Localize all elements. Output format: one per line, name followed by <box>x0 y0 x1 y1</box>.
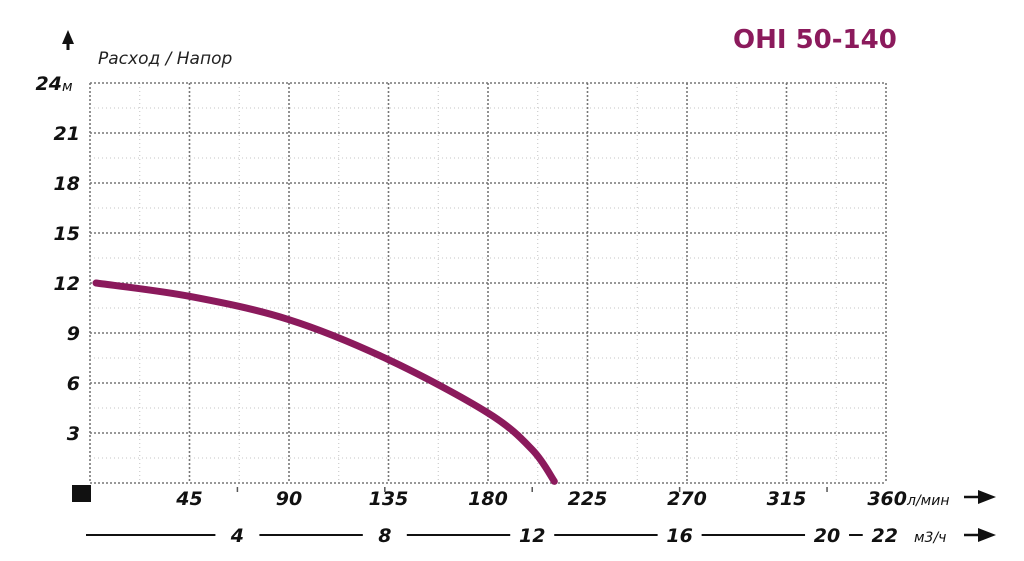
x-tick-label: 90 <box>276 488 302 510</box>
x-unit-label: л/мин <box>906 493 949 509</box>
x2-tick-label: 22 <box>872 525 898 547</box>
y-unit-label: м <box>62 79 73 95</box>
y-tick-label: 21 <box>54 123 80 145</box>
x2-tick-label: 16 <box>666 525 692 547</box>
pump-performance-curve <box>92 279 558 485</box>
x-tick-label: 135 <box>369 488 409 510</box>
x-tick-label: 270 <box>667 488 707 510</box>
y-tick-label: 3 <box>67 423 80 445</box>
x2-tick-label: 8 <box>378 525 391 547</box>
y-axis-label: Расход / Напор <box>98 49 232 69</box>
chart-title: OHI 50-140 <box>733 25 897 55</box>
y-tick-label: 12 <box>54 273 80 295</box>
x-tick-label: 180 <box>468 488 508 510</box>
x2-unit-label: м3/ч <box>914 530 946 546</box>
x2-tick-label: 12 <box>519 525 545 547</box>
x2-axis-arrow-icon <box>978 528 996 542</box>
x-tick-label: 360 <box>867 488 907 510</box>
x-tick-label: 225 <box>568 488 608 510</box>
y-tick-label: 18 <box>54 173 80 195</box>
y-tick-label: 24 <box>36 73 62 95</box>
x-axis-arrow-icon <box>978 490 996 504</box>
x2-tick-label: 4 <box>230 525 244 547</box>
origin-square-icon <box>72 485 91 502</box>
y-axis-arrow-icon <box>62 30 74 44</box>
x-tick-label: 45 <box>175 488 202 510</box>
x2-tick-label: 20 <box>814 525 840 547</box>
x-tick-label: 315 <box>767 488 807 510</box>
secondary-x-axis: 4 8 12 16 20 22 <box>86 487 898 547</box>
y-tick-label: 6 <box>67 373 80 395</box>
horizontal-gridlines <box>90 82 886 484</box>
y-tick-label: 9 <box>67 323 80 345</box>
y-tick-labels: 3 6 9 12 15 18 21 24 <box>36 73 80 445</box>
y-tick-label: 15 <box>54 223 80 245</box>
x-tick-labels: 45 90 135 180 225 270 315 360 <box>175 488 907 510</box>
